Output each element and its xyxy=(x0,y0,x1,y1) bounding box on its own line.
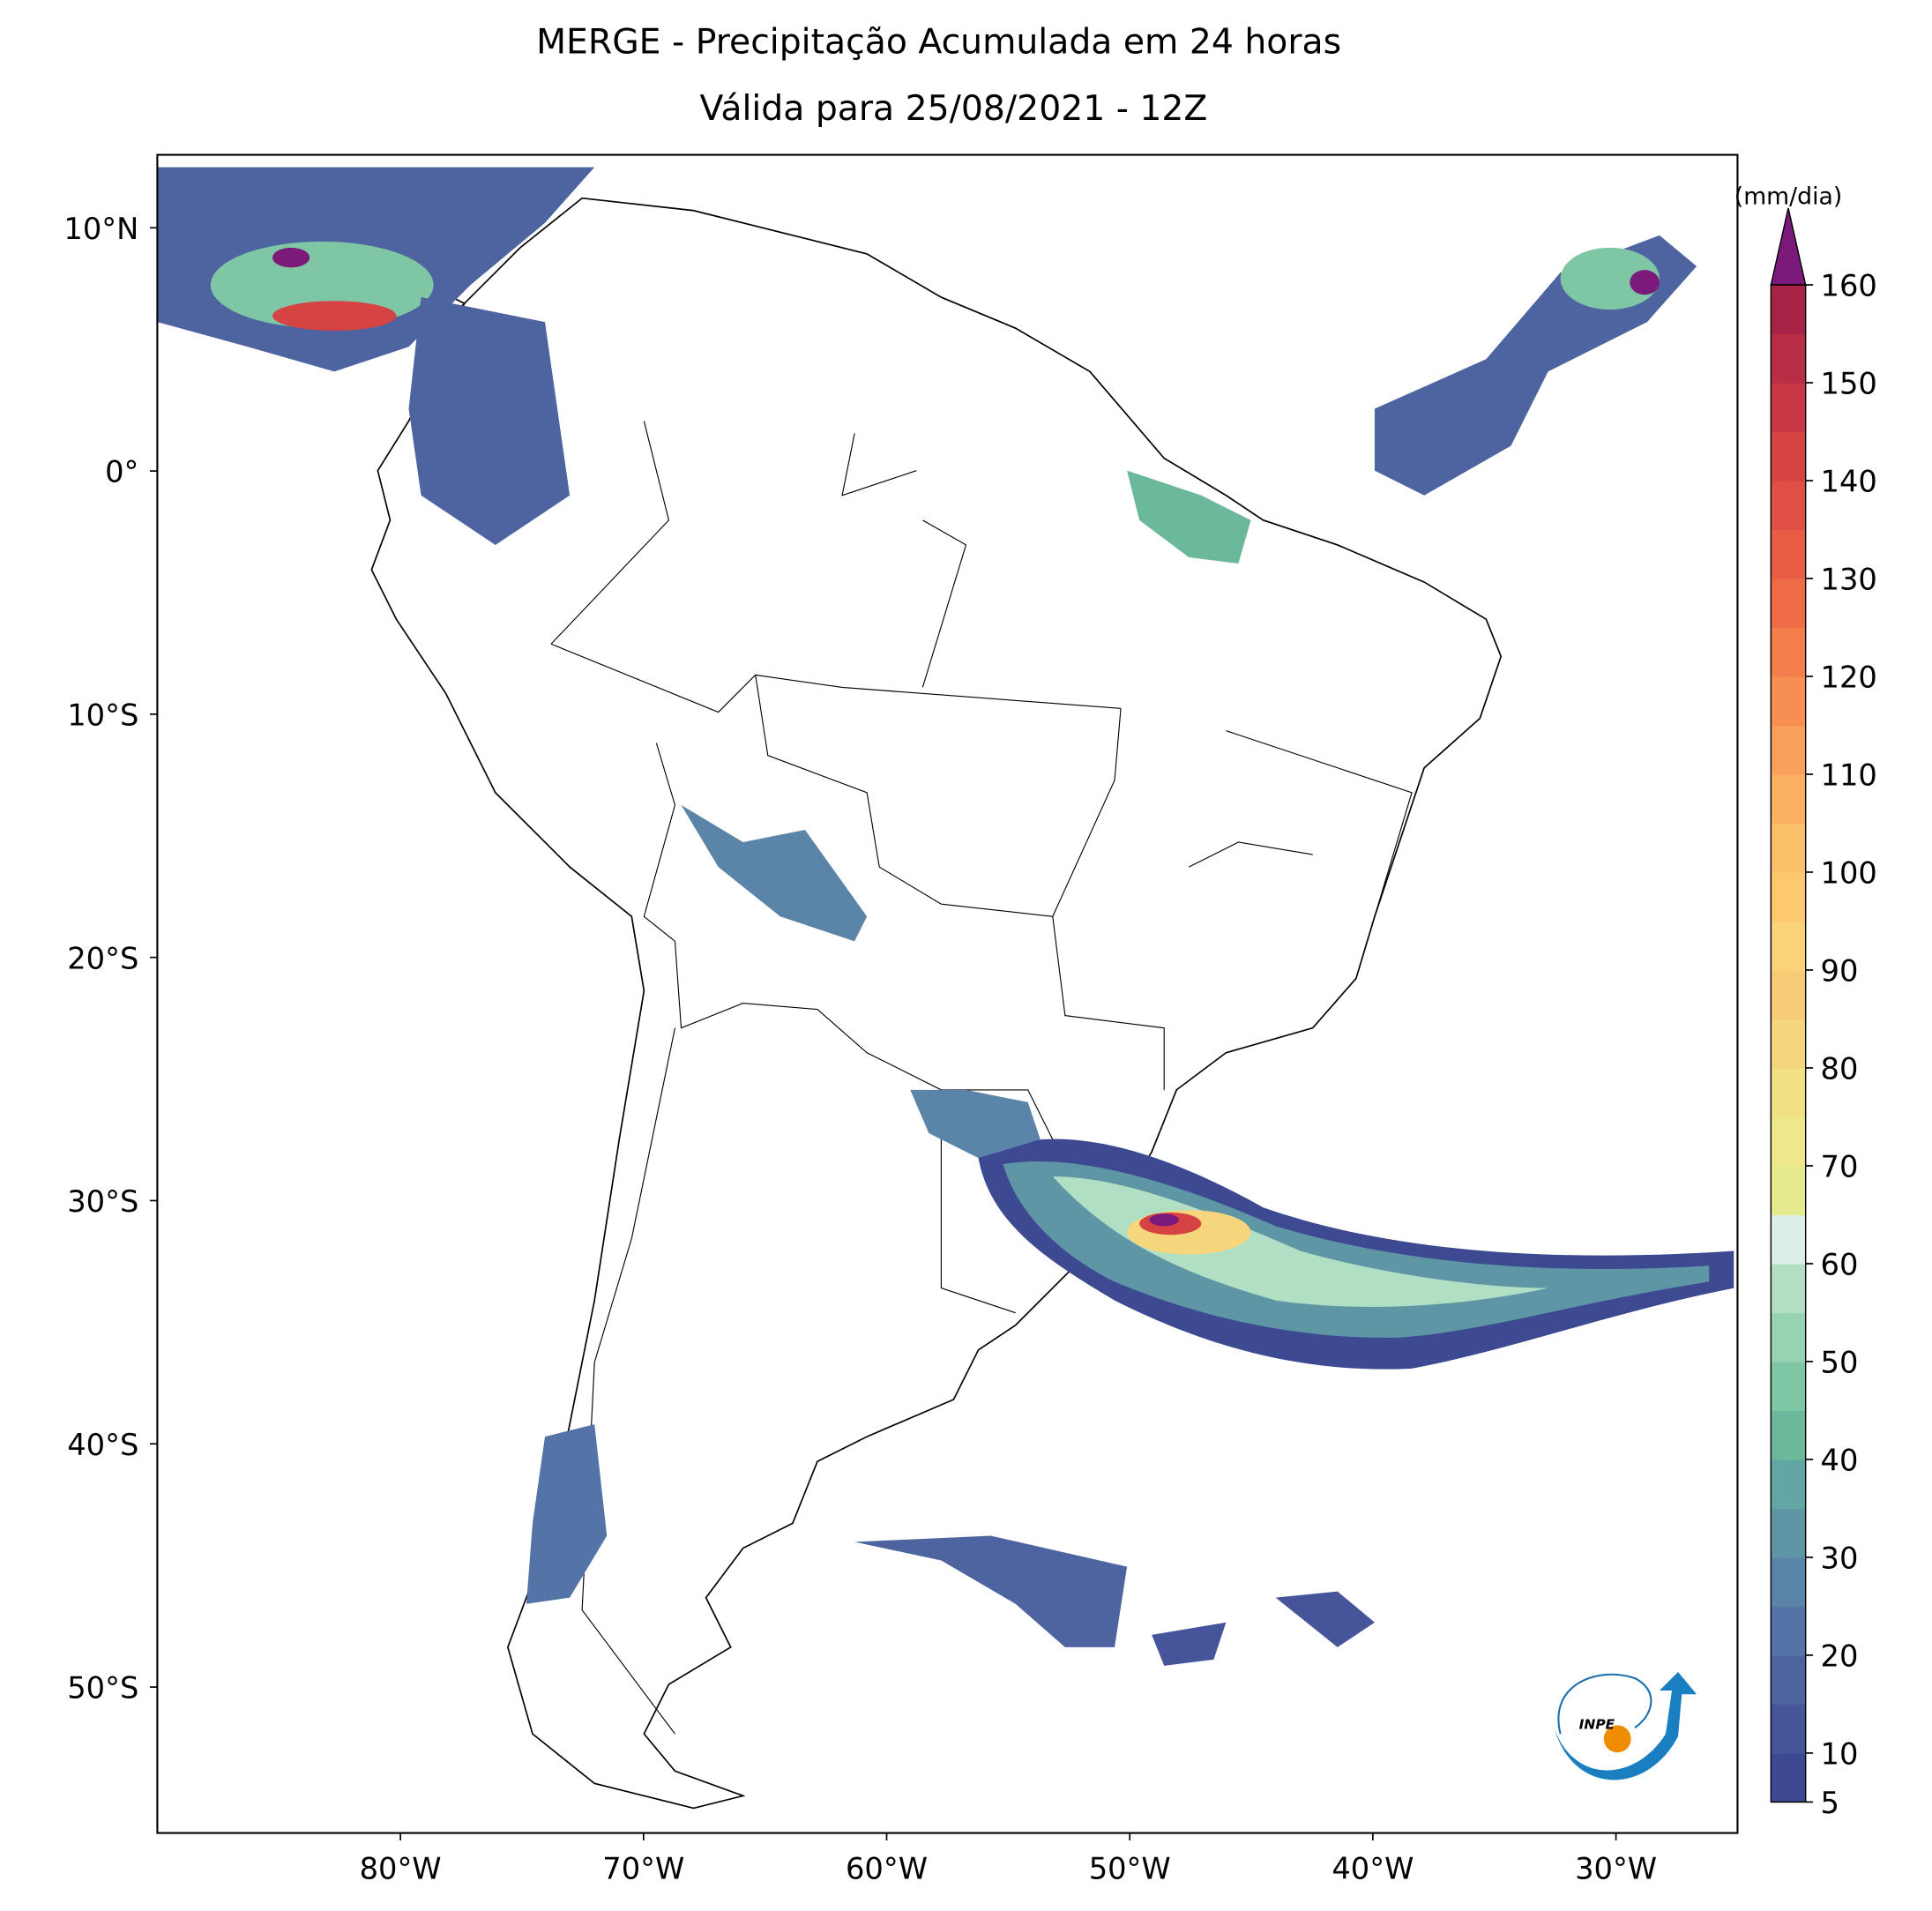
colorbar-tick-label: 120 xyxy=(1821,661,1877,695)
rain-area xyxy=(272,247,310,268)
lon-tick-label: 30°W xyxy=(1575,1851,1657,1885)
colorbar-band xyxy=(1771,481,1806,531)
colorbar-band xyxy=(1771,921,1806,971)
rain-band-core xyxy=(1052,1176,1548,1307)
colorbar-band xyxy=(1771,969,1806,1020)
colorbar-band xyxy=(1771,383,1806,433)
lat-tick-label: 10°S xyxy=(67,698,138,733)
colorbar-tick-label: 160 xyxy=(1821,269,1877,303)
lon-tick-label: 60°W xyxy=(846,1851,928,1885)
inpe-logo: INPE xyxy=(1554,1671,1697,1780)
rain-area xyxy=(681,804,868,942)
colorbar-band xyxy=(1771,725,1806,775)
colorbar-band xyxy=(1771,823,1806,873)
colorbar-tick-label: 50 xyxy=(1821,1346,1859,1380)
lat-tick-label: 30°S xyxy=(67,1184,138,1219)
lon-tick-label: 80°W xyxy=(360,1851,442,1885)
colorbar-tick-label: 40 xyxy=(1821,1444,1859,1478)
colorbar-tick-label: 90 xyxy=(1821,954,1859,989)
colorbar-tick-label: 5 xyxy=(1821,1786,1839,1820)
colorbar-tick-label: 150 xyxy=(1821,367,1877,401)
colorbar-band xyxy=(1771,431,1806,481)
rain-area xyxy=(526,1424,608,1604)
colorbar-band xyxy=(1771,1606,1806,1656)
lat-tick-label: 50°S xyxy=(67,1671,138,1706)
colorbar-tick-label: 100 xyxy=(1821,856,1877,891)
colorbar-band xyxy=(1771,1704,1806,1754)
colorbar-band xyxy=(1771,1165,1806,1216)
rain-area xyxy=(1560,247,1660,310)
colorbar-label: (mm/dia) xyxy=(1734,183,1842,211)
colorbar-band xyxy=(1771,627,1806,677)
colorbar-tick-label: 60 xyxy=(1821,1248,1859,1282)
lat-tick-label: 20°S xyxy=(67,941,138,975)
colorbar-band xyxy=(1771,1508,1806,1558)
colorbar-band xyxy=(1771,285,1806,335)
colorbar-tick-label: 110 xyxy=(1821,758,1877,793)
colorbar-band xyxy=(1771,1019,1806,1069)
colorbar-tick-label: 140 xyxy=(1821,465,1877,499)
colorbar-band xyxy=(1771,773,1806,825)
colorbar-band xyxy=(1771,1410,1806,1460)
rain-area xyxy=(854,1535,1128,1647)
colorbar-band xyxy=(1771,1752,1806,1803)
colorbar-tick-label: 80 xyxy=(1821,1052,1859,1086)
map: INPE xyxy=(156,153,1739,1834)
colorbar-band xyxy=(1771,333,1806,384)
lon-tick-label: 70°W xyxy=(602,1851,684,1885)
colorbar-band xyxy=(1771,871,1806,922)
colorbar-band xyxy=(1771,1263,1806,1314)
lat-tick-label: 40°S xyxy=(67,1428,138,1462)
rain-area xyxy=(408,297,571,545)
colorbar-band xyxy=(1771,1067,1806,1118)
colorbar-extend xyxy=(1770,207,1807,286)
map-frame xyxy=(156,153,1739,1834)
lon-tick-label: 50°W xyxy=(1089,1851,1171,1885)
colorbar-band xyxy=(1771,1312,1806,1362)
borders xyxy=(550,421,1413,1735)
rain-area xyxy=(272,301,397,331)
colorbar-band xyxy=(1771,1361,1806,1412)
colorbar-band xyxy=(1771,1116,1806,1167)
colorbar-band xyxy=(1771,676,1806,727)
rain-peak xyxy=(1149,1213,1180,1227)
lon-tick-label: 40°W xyxy=(1332,1851,1414,1885)
colorbar-tick-label: 10 xyxy=(1821,1737,1859,1772)
rain-area xyxy=(1127,470,1251,564)
svg-text:INPE: INPE xyxy=(1579,1717,1615,1733)
colorbar-tick-label: 30 xyxy=(1821,1541,1859,1576)
precipitation xyxy=(157,167,1734,1666)
colorbar-band xyxy=(1771,1556,1806,1608)
title: MERGE - Precipitação Acumulada em 24 hor… xyxy=(536,22,1341,62)
lat-tick-label: 0° xyxy=(105,455,138,489)
continent xyxy=(370,197,1503,1810)
colorbar-tick-label: 70 xyxy=(1821,1150,1859,1184)
rain-area xyxy=(1152,1591,1375,1666)
colorbar-frame xyxy=(1770,284,1807,1803)
colorbar-tick-label: 130 xyxy=(1821,563,1877,597)
colorbar-band xyxy=(1771,1459,1806,1510)
rain-area xyxy=(910,1089,1041,1159)
colorbar-tick-label: 20 xyxy=(1821,1639,1859,1674)
colorbar-band xyxy=(1771,578,1806,629)
colorbar-band xyxy=(1771,1214,1806,1265)
lat-tick-label: 10°N xyxy=(63,212,138,246)
colorbar-band xyxy=(1771,1654,1806,1706)
rain-area xyxy=(1630,270,1660,295)
subtitle: Válida para 25/08/2021 - 12Z xyxy=(700,89,1208,129)
colorbar-band xyxy=(1771,529,1806,579)
